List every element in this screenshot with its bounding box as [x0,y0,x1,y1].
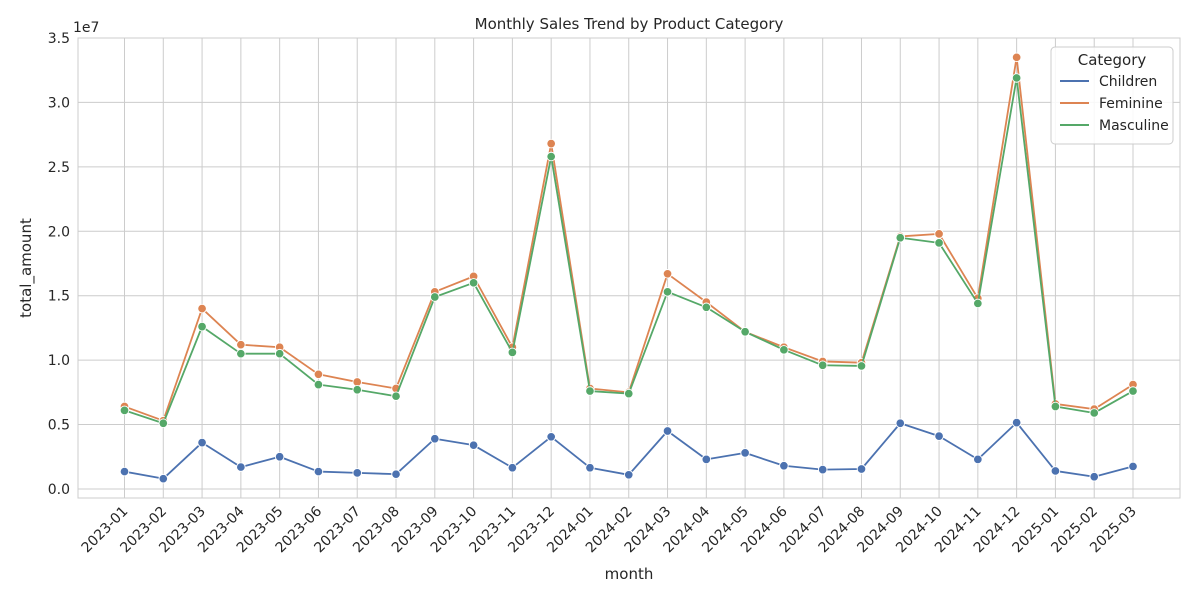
data-point-masculine [934,238,944,248]
data-point-masculine [430,292,440,302]
y-tick-label: 2.5 [48,160,70,176]
y-tick-label: 2.0 [48,224,70,240]
x-axis-label: month [605,565,654,583]
data-point-masculine [973,298,983,309]
data-point-masculine [740,327,750,337]
data-point-children [895,418,906,429]
data-point-children [1050,466,1061,476]
data-point-children [934,431,944,441]
x-tick-labels: 2023-012023-022023-032023-042023-052023-… [79,503,1140,556]
series-layer [119,52,1138,484]
data-point-masculine [701,302,712,313]
data-point-masculine [391,391,401,401]
data-point-children [662,426,673,436]
data-point-masculine [274,348,285,359]
data-point-children [1011,417,1022,428]
data-point-children [352,468,362,478]
data-point-masculine [624,388,634,399]
data-point-children [507,462,518,473]
data-point-masculine [779,345,789,355]
data-point-masculine [1011,73,1022,83]
legend-label-masculine: Masculine [1099,118,1169,134]
data-point-masculine [468,278,479,288]
data-point-masculine [817,360,828,371]
data-point-masculine [236,348,246,359]
data-point-children [1128,461,1138,472]
series-children [119,417,1138,484]
data-point-feminine [546,138,556,149]
x-gridlines [124,38,1134,498]
data-point-masculine [197,321,207,332]
chart-title: Monthly Sales Trend by Product Category [475,15,784,33]
y-tick-label: 1.5 [48,289,70,305]
data-point-feminine [662,269,673,279]
y-tick-label: 3.5 [48,31,70,47]
data-point-feminine [313,369,324,380]
data-point-masculine [856,361,867,371]
data-point-children [391,469,401,479]
data-point-feminine [197,303,207,314]
data-point-masculine [1128,386,1138,396]
y-tick-label: 0.5 [48,418,70,434]
y-axis-label: total_amount [17,218,36,318]
data-point-masculine [1089,408,1099,418]
data-point-masculine [313,379,324,390]
data-point-children [197,437,207,448]
data-point-children [856,464,867,474]
data-point-children [119,466,130,477]
data-point-feminine [934,229,944,239]
data-point-children [740,448,750,458]
data-point-masculine [352,385,362,395]
data-point-feminine [236,339,246,350]
legend-label-feminine: Feminine [1099,96,1163,112]
data-point-children [973,454,983,465]
data-point-masculine [662,287,673,297]
legend-title: Category [1078,51,1147,69]
data-point-children [468,440,479,450]
data-point-masculine [585,386,595,396]
data-point-children [236,462,246,472]
data-point-children [158,473,169,484]
data-point-children [546,432,556,442]
y-tick-labels: 0.0 0.5 1.0 1.5 2.0 2.5 3.0 3.5 [48,31,70,498]
data-point-children [274,452,285,462]
data-point-masculine [1050,401,1061,412]
data-point-masculine [895,232,906,243]
data-point-feminine [1011,52,1022,63]
plot-frame [77,37,1181,499]
data-point-masculine [158,418,169,429]
y-tick-label: 1.0 [48,353,70,369]
data-point-masculine [507,347,518,358]
y-offset-label: 1e7 [73,20,99,36]
legend: Category Children Feminine Masculine [1050,46,1174,145]
legend-box [1050,46,1174,145]
data-point-children [430,433,440,444]
data-point-children [817,464,828,475]
data-point-children [624,470,634,480]
series-masculine [119,73,1138,429]
legend-items: Children Feminine Masculine [1060,74,1169,134]
data-point-children [313,466,324,477]
data-point-children [701,454,712,465]
data-point-masculine [546,151,556,162]
legend-label-children: Children [1099,74,1157,90]
data-point-children [1089,471,1099,482]
y-tick-label: 0.0 [48,482,70,498]
data-point-children [585,462,595,473]
data-point-masculine [119,405,130,416]
data-point-children [779,461,789,471]
y-tick-label: 3.0 [48,95,70,111]
